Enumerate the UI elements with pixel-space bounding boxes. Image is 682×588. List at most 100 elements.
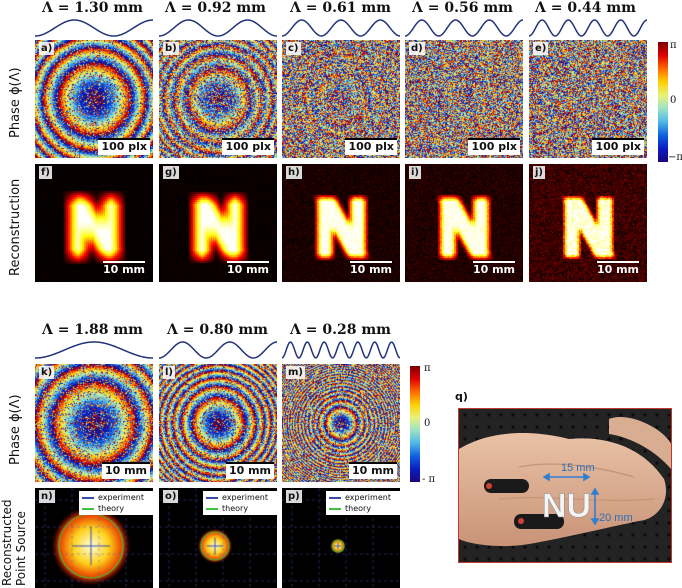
- row-label-phase: Phase ϕ(Λ): [8, 394, 23, 465]
- panel-label: a): [39, 42, 55, 55]
- wave-line: [35, 341, 153, 359]
- phase-panel: c) 100 plx: [282, 40, 400, 158]
- point-source-panel: p) experiment theory: [282, 488, 400, 588]
- period-title: Λ = 1.30 mm: [42, 0, 143, 16]
- scale-bar: 100 plx: [468, 138, 520, 155]
- grating-wave: [159, 19, 277, 37]
- phase-panel: m) 10 mm: [282, 364, 400, 482]
- legend-line: [82, 496, 94, 499]
- phase-panel: k) 10 mm: [35, 364, 153, 482]
- photo-panel: NU 15 mm 20 mm: [458, 408, 672, 563]
- period-title: Λ = 0.61 mm: [290, 0, 391, 16]
- wave-line: [405, 19, 523, 37]
- dimension-arrow-horizontal: [542, 472, 591, 482]
- panel-label: p): [286, 490, 302, 503]
- grating-wave: [282, 341, 400, 359]
- panel-label: n): [39, 490, 55, 503]
- scale-bar: 10 mm: [102, 261, 145, 276]
- phase-panel: b) 100 plx: [159, 40, 277, 158]
- reconstruction-panel: j) 10 mm: [529, 164, 647, 282]
- scale-bar: 10 mm: [348, 462, 397, 479]
- legend-text: theory: [345, 504, 372, 513]
- wave-line: [159, 19, 277, 37]
- scale-bar: 10 mm: [101, 462, 150, 479]
- legend: experiment theory: [79, 491, 153, 515]
- scale-bar: 100 plx: [345, 138, 397, 155]
- scale-bar: 10 mm: [472, 261, 515, 276]
- panel-label: q): [455, 390, 468, 403]
- panel-label: o): [163, 490, 179, 503]
- phase-panel: d) 100 plx: [405, 40, 523, 158]
- reconstruction-panel: f) 10 mm: [35, 164, 153, 282]
- grating-wave: [282, 19, 400, 37]
- grating-wave: [529, 19, 647, 37]
- wave-line: [159, 341, 277, 359]
- period-title: Λ = 0.80 mm: [167, 322, 268, 338]
- row-label-point-source: Point Source: [14, 511, 28, 586]
- phase-panel: e) 100 plx: [529, 40, 647, 158]
- legend-line: [206, 496, 218, 499]
- panel-label: j): [533, 166, 545, 179]
- colorbar: [410, 366, 420, 482]
- hand-photo: NU 15 mm 20 mm: [459, 409, 671, 562]
- scale-bar: 100 plx: [592, 138, 644, 155]
- colorbar-max: π: [424, 363, 431, 374]
- panel-label: l): [163, 366, 175, 379]
- legend-text: theory: [98, 504, 125, 513]
- grating-wave: [35, 19, 153, 37]
- colorbar-max: π: [670, 40, 677, 51]
- dimension-horizontal: 15 mm: [561, 462, 595, 474]
- colorbar-min: −π: [668, 152, 682, 163]
- reconstruction-panel: g) 10 mm: [159, 164, 277, 282]
- panel-label: b): [163, 42, 179, 55]
- panel-label: k): [39, 366, 55, 379]
- panel-label: h): [286, 166, 302, 179]
- scale-bar: 100 plx: [98, 138, 150, 155]
- row-label-reconstruction: Reconstruction: [8, 178, 23, 276]
- legend-text: theory: [222, 504, 249, 513]
- dimension-arrow-vertical: [590, 487, 600, 526]
- legend-text: experiment: [98, 493, 144, 502]
- legend-line: [82, 507, 94, 510]
- probe-device: [484, 479, 529, 493]
- panel-label: i): [409, 166, 421, 179]
- hand: [459, 433, 667, 547]
- scale-bar: 10 mm: [226, 261, 269, 276]
- panel-label: d): [409, 42, 425, 55]
- wave-line: [529, 19, 647, 37]
- panel-label: e): [533, 42, 549, 55]
- wave-line: [282, 19, 400, 37]
- period-title: Λ = 0.44 mm: [535, 0, 636, 16]
- legend-theory: theory: [206, 503, 274, 514]
- legend-experiment: experiment: [206, 492, 274, 503]
- point-source-panel: n) experiment theory: [35, 488, 153, 588]
- period-title: Λ = 0.56 mm: [412, 0, 513, 16]
- legend-theory: theory: [82, 503, 150, 514]
- reconstruction-panel: h) 10 mm: [282, 164, 400, 282]
- probe-device: [514, 514, 564, 529]
- legend-text: experiment: [222, 493, 268, 502]
- legend-experiment: experiment: [329, 492, 397, 503]
- legend-line: [329, 507, 341, 510]
- reconstruction-panel: i) 10 mm: [405, 164, 523, 282]
- period-title: Λ = 0.92 mm: [165, 0, 266, 16]
- legend-theory: theory: [329, 503, 397, 514]
- legend: experiment theory: [326, 491, 400, 515]
- colorbar: [658, 42, 668, 162]
- phase-panel: a) 100 plx: [35, 40, 153, 158]
- colorbar-mid: 0: [670, 95, 677, 106]
- legend-line: [206, 507, 218, 510]
- row-label-phase: Phase ϕ(Λ): [8, 67, 23, 138]
- legend-text: experiment: [345, 493, 391, 502]
- grating-wave: [405, 19, 523, 37]
- colorbar-min: - π: [422, 474, 436, 485]
- point-source-panel: o) experiment theory: [159, 488, 277, 588]
- panel-label: f): [39, 166, 52, 179]
- panel-label: g): [163, 166, 179, 179]
- scale-bar: 100 plx: [222, 138, 274, 155]
- wave-line: [35, 19, 153, 37]
- panel-label: c): [286, 42, 301, 55]
- panel-label: m): [286, 366, 305, 379]
- phase-panel: l) 10 mm: [159, 364, 277, 482]
- period-title: Λ = 0.28 mm: [290, 322, 391, 338]
